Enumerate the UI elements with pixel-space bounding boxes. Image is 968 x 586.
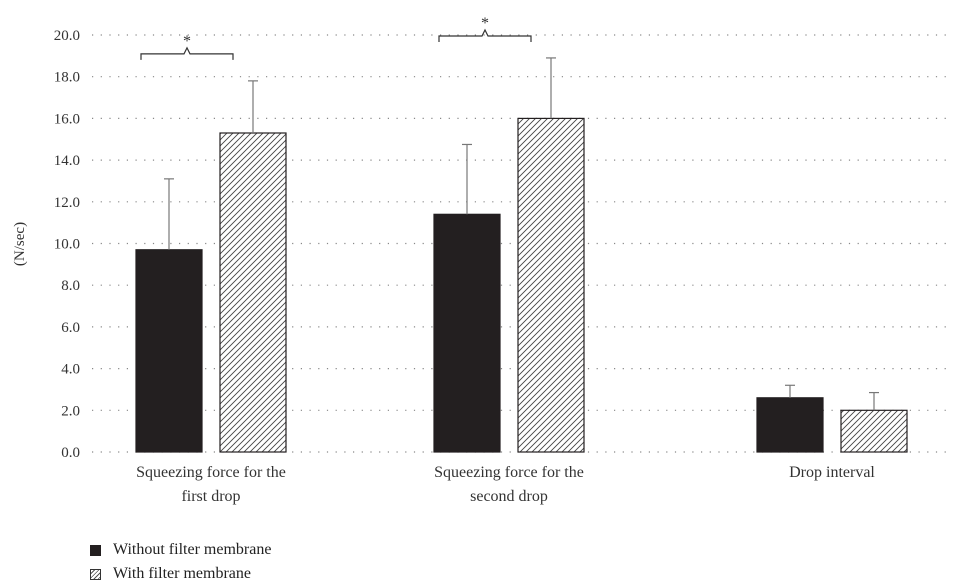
bar [135,249,203,453]
x-category-label: Squeezing force for the [136,464,286,481]
bar [517,117,585,453]
error-bars [164,57,879,411]
legend: Without filter membrane With filter memb… [90,538,271,586]
significance-bracket [438,28,532,42]
y-tick-label: 14.0 [54,153,80,169]
y-tick-label: 2.0 [61,403,80,419]
x-axis-category-labels: Squeezing force for the first drop Squeezi… [136,464,875,505]
significance-asterisk: * [183,33,191,50]
y-tick-label: 20.0 [54,28,80,44]
y-tick-label: 4.0 [61,362,80,378]
bar [433,213,501,453]
significance-bracket [140,46,234,60]
y-tick-label: 0.0 [61,445,80,461]
bars [135,117,908,453]
x-category-label: second drop [470,488,548,505]
legend-label: With filter membrane [113,565,251,582]
y-tick-label: 6.0 [61,320,80,336]
bar [219,132,287,453]
y-tick-label: 18.0 [54,70,80,86]
bar [840,409,908,453]
x-category-label: Drop interval [789,464,875,481]
y-axis-ticks: 0.0 2.0 4.0 6.0 8.0 10.0 12.0 14.0 16.0 18.0 20.0 [54,28,80,461]
hatched-swatch-icon [90,568,101,580]
significance-markers: ** [140,15,532,60]
y-tick-label: 12.0 [54,195,80,211]
legend-label: Without filter membrane [113,541,272,558]
bar-chart: 0.02.04.06.08.010.012.014.016.018.020.0 … [12,15,948,505]
legend-item-without-filter: Without filter membrane [90,538,271,562]
y-axis-label: (N/sec) [12,222,28,266]
solid-swatch-icon [90,544,101,556]
y-tick-label: 8.0 [61,278,80,294]
y-tick-label: 10.0 [54,237,80,253]
y-tick-label: 16.0 [54,111,80,127]
x-category-label: first drop [181,488,240,505]
legend-item-with-filter: With filter membrane [90,562,271,586]
significance-asterisk: * [481,15,489,32]
x-category-label: Squeezing force for the [434,464,584,481]
bar [756,397,824,453]
